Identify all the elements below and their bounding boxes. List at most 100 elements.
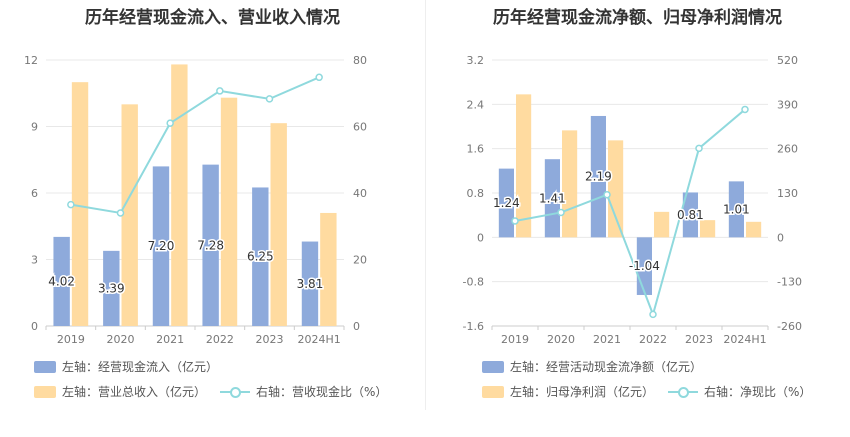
- ratio-point: [265, 95, 274, 103]
- x-tick-label: 2020: [547, 333, 575, 346]
- legend-label: 左轴：归母净利润（亿元）: [510, 385, 655, 399]
- chart-title: 历年经营现金流净额、归母净利润情况: [493, 8, 782, 28]
- bar-blue: [53, 236, 70, 326]
- y-left-tick-label: -0.8: [463, 276, 484, 289]
- bar-orange: [608, 140, 624, 238]
- legend-item-net-profit[interactable]: 左轴：归母净利润（亿元）: [482, 383, 654, 400]
- ratio-point: [511, 217, 519, 225]
- y-right-tick-label: 20: [353, 254, 367, 267]
- x-tick-label: 2019: [57, 333, 85, 346]
- bar-data-label: 7.20: [148, 239, 175, 253]
- x-tick-label: 2020: [107, 333, 135, 346]
- bar-orange: [516, 94, 532, 238]
- bar-data-label: 3.39: [98, 281, 125, 295]
- legend-item-net-cashflow[interactable]: 左轴：经营活动现金流净额（亿元）: [482, 358, 702, 375]
- bar-orange: [320, 212, 337, 326]
- ratio-point: [557, 208, 565, 217]
- ratio-point: [216, 87, 224, 95]
- y-left-tick-label: 3: [31, 254, 38, 267]
- legend-swatch-line: [220, 386, 251, 398]
- chart-plot-area: 0 3 6 9 12 0 20 40 60 80 2019 2020 2021 2022 2023 2024H…: [24, 54, 367, 346]
- x-tick-label: 2022: [639, 333, 667, 346]
- bar-data-label: 6.25: [247, 250, 274, 264]
- bar-blue: [498, 168, 514, 238]
- legend-swatch-blue: [482, 360, 504, 373]
- legend-swatch-blue: [34, 360, 56, 373]
- y-left-tick-label: 9: [31, 121, 38, 134]
- bar-data-label: 0.81: [677, 208, 704, 222]
- chart-panel-net-cashflow-profit: 历年经营现金流净额、归母净利润情况 -1.6 -0.8 0 0.8 1.6 2.4 3.2-…: [425, 0, 850, 437]
- legend-label: 左轴：经营活动现金流净额（亿元）: [510, 360, 703, 374]
- x-tick-label: 2019: [501, 333, 529, 346]
- x-tick-label: 2024H1: [298, 333, 341, 346]
- legend-row-2: 左轴：营业总收入（亿元） 右轴：营收现金比（%）: [34, 383, 401, 400]
- legend-row-1: 左轴：经营现金流入（亿元）: [34, 358, 232, 375]
- bar-blue: [682, 192, 698, 238]
- bar-data-label: 7.28: [197, 238, 224, 252]
- bar-data-label: 3.81: [297, 277, 324, 291]
- y-left-tick-label: 1.6: [467, 143, 485, 156]
- y-right-tick-label: -130: [777, 276, 802, 289]
- y-right-tick-label: -260: [777, 320, 802, 333]
- bar-blue: [590, 115, 606, 238]
- bar-blue: [544, 159, 560, 238]
- bar-orange: [171, 64, 188, 326]
- bar-blue: [728, 181, 744, 238]
- x-tick-label: 2023: [256, 333, 284, 346]
- ratio-point: [166, 119, 174, 127]
- legend-label: 左轴：经营现金流入（亿元）: [62, 360, 219, 374]
- bar-data-label: 4.02: [48, 274, 75, 288]
- y-right-tick-label: 80: [353, 54, 367, 67]
- bar-data-label: 1.41: [539, 191, 566, 205]
- legend-swatch-orange: [34, 385, 56, 398]
- bar-blue: [152, 166, 170, 326]
- x-tick-label: 2024H1: [723, 333, 766, 346]
- ratio-line: [70, 76, 320, 215]
- y-right-tick-label: 520: [777, 54, 798, 67]
- y-right-tick-label: 130: [777, 187, 798, 200]
- y-left-tick-label: 0: [31, 320, 38, 333]
- x-tick-label: 2022: [206, 333, 234, 346]
- bar-blue: [103, 250, 120, 326]
- legend-item-revenue[interactable]: 左轴：营业总收入（亿元）: [34, 383, 206, 400]
- legend-item-cash-inflow[interactable]: 左轴：经营现金流入（亿元）: [34, 358, 218, 375]
- chart-plot-area: -1.6 -0.8 0 0.8 1.6 2.4 3.2 -260 -130 0 130 260 390 5…: [463, 54, 802, 346]
- legend-row-1: 左轴：经营活动现金流净额（亿元）: [482, 358, 716, 375]
- bar-orange: [71, 82, 89, 327]
- bar-blue: [252, 187, 269, 326]
- y-left-tick-label: 2.4: [467, 98, 485, 111]
- x-tick-label: 2023: [685, 333, 713, 346]
- ratio-point: [603, 190, 611, 199]
- bar-orange: [746, 221, 762, 238]
- bar-orange: [562, 130, 578, 238]
- y-right-tick-label: 0: [777, 231, 784, 244]
- bar-orange: [700, 220, 716, 238]
- chart-title: 历年经营现金流入、营业收入情况: [85, 8, 340, 28]
- bar-orange: [121, 104, 138, 326]
- ratio-point: [116, 209, 125, 217]
- bar-orange: [654, 211, 670, 238]
- legend-item-ratio[interactable]: 右轴：营收现金比（%）: [220, 383, 387, 400]
- ratio-line: [514, 108, 746, 318]
- x-tick-label: 2021: [156, 333, 184, 346]
- ratio-point: [695, 144, 703, 153]
- bar-blue: [202, 164, 219, 326]
- bar-data-label: 1.24: [493, 196, 520, 210]
- y-left-tick-label: 12: [24, 54, 38, 67]
- y-right-tick-label: 60: [353, 121, 367, 134]
- bar-data-label: 2.19: [585, 170, 612, 184]
- y-left-tick-label: 0.8: [467, 187, 485, 200]
- y-left-tick-label: 0: [477, 231, 484, 244]
- bar-data-label: 1.01: [723, 202, 750, 216]
- legend-item-net-cash-ratio[interactable]: 右轴：净现比（%）: [668, 383, 811, 400]
- x-tick-label: 2021: [593, 333, 621, 346]
- bar-orange: [220, 97, 238, 326]
- legend-label: 右轴：净现比（%）: [704, 385, 812, 399]
- legend-row-2: 左轴：归母净利润（亿元） 右轴：净现比（%）: [482, 383, 825, 400]
- y-left-tick-label: 6: [31, 187, 38, 200]
- ratio-point: [741, 105, 749, 114]
- chart-panel-cashflow-revenue: 历年经营现金流入、营业收入情况 0 3 6 9 12 0 20 40 60 80 2019 2020 2…: [24, 8, 401, 400]
- bar-orange: [270, 123, 287, 326]
- y-right-tick-label: 390: [777, 98, 798, 111]
- ratio-point: [649, 310, 657, 319]
